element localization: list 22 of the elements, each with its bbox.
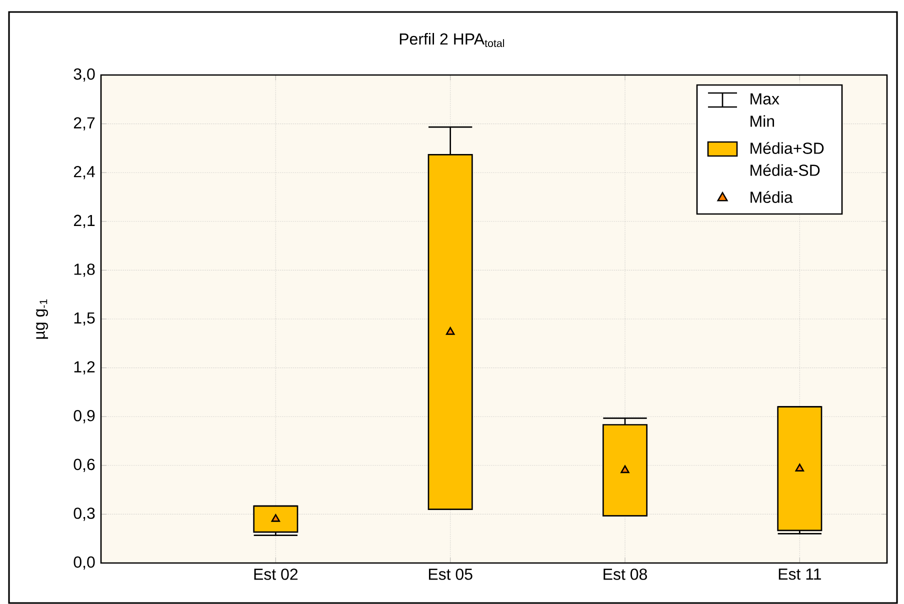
x-tick-label: Est 08 [604,568,647,580]
x-tick-label: Est 11 [778,568,821,580]
annotation: Média [750,191,793,203]
x-tick-label: Est 05 [428,568,472,580]
y-tick-label: 2,7 [74,117,95,130]
y-tick-label: 2,1 [74,214,95,228]
annotation: Max [750,93,780,105]
y-tick-label: 0,6 [74,458,95,472]
y-tick-label: 1,5 [74,312,95,326]
annotation: Min [750,115,774,127]
y-tick-label: 1,8 [74,264,95,277]
y-tick-label: 0,0 [74,556,95,570]
y-tick-label: 2,4 [74,166,95,180]
x-tick-label: Est 02 [254,568,298,580]
y-tick-label: 3,0 [74,68,95,82]
y-tick-label: 0,3 [74,508,95,521]
y-tick-label: 1,2 [74,361,95,374]
y-tick-label: 0,9 [74,410,95,424]
legend-label: Média+SD [750,142,824,154]
y-axis-title: µg g$_{-1}$ [36,299,48,339]
chart-title: Perfil 2 HPA$_{total}$ [400,32,504,48]
annotation: Média-SD [750,164,820,176]
